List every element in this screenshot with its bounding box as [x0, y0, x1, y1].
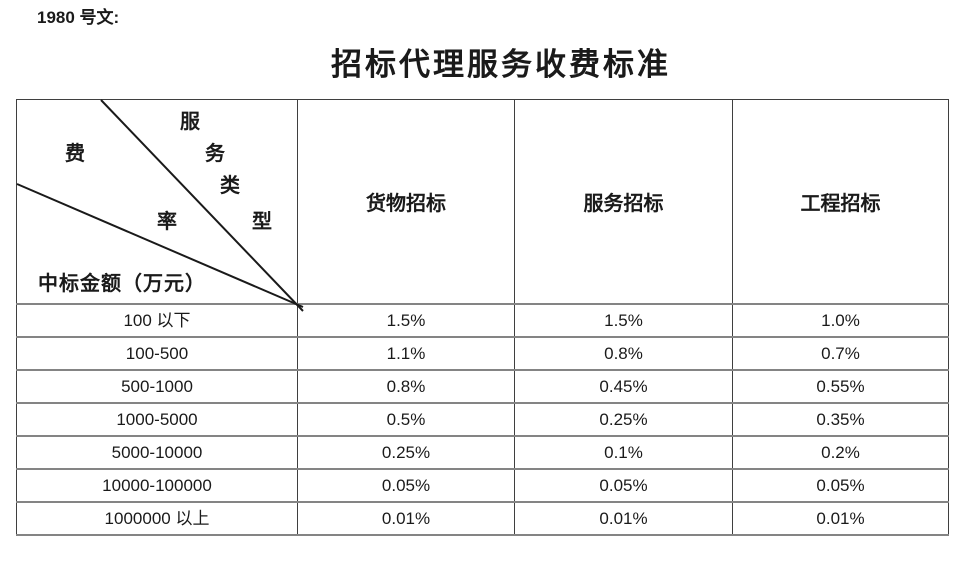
- rate-cell: 0.35%: [732, 401, 949, 437]
- corner-service-type-char: 类: [220, 175, 240, 197]
- diagonal-lines: [16, 99, 304, 312]
- corner-service-type-char: 务: [205, 143, 225, 165]
- rate-cell: 1.5%: [514, 302, 733, 338]
- amount-range-cell: 100 以下: [16, 302, 298, 338]
- rate-cell: 0.2%: [732, 434, 949, 470]
- rate-cell: 0.01%: [732, 500, 949, 536]
- table-row: 10000-100000 0.05% 0.05% 0.05%: [16, 467, 949, 503]
- rate-cell: 0.25%: [514, 401, 733, 437]
- rate-cell: 0.05%: [297, 467, 515, 503]
- amount-range-cell: 100-500: [16, 335, 298, 371]
- rate-cell: 0.05%: [732, 467, 949, 503]
- corner-header-cell: 服 务 类 型 费 率 中标金额（万元）: [16, 99, 304, 312]
- rate-cell: 0.1%: [514, 434, 733, 470]
- column-header-service-bidding: 服务招标: [514, 99, 733, 305]
- amount-range-cell: 5000-10000: [16, 434, 298, 470]
- page-title: 招标代理服务收费标准: [331, 47, 671, 82]
- rate-cell: 0.7%: [732, 335, 949, 371]
- corner-amount-label: 中标金额（万元）: [38, 273, 206, 295]
- rate-cell: 0.25%: [297, 434, 515, 470]
- rate-cell: 1.0%: [732, 302, 949, 338]
- rate-cell: 0.01%: [297, 500, 515, 536]
- rate-cell: 0.01%: [514, 500, 733, 536]
- rate-cell: 0.05%: [514, 467, 733, 503]
- table-row: 5000-10000 0.25% 0.1% 0.2%: [16, 434, 949, 470]
- corner-fee-char: 费: [65, 143, 85, 165]
- amount-range-cell: 1000000 以上: [16, 500, 298, 536]
- corner-service-type-char: 服: [180, 111, 200, 133]
- table-row: 500-1000 0.8% 0.45% 0.55%: [16, 368, 949, 404]
- table-row: 1000000 以上 0.01% 0.01% 0.01%: [16, 500, 949, 536]
- rate-cell: 0.5%: [297, 401, 515, 437]
- fee-standard-table: 服 务 类 型 费 率 中标金额（万元） 货物招标 服务招标 工程招标 100 …: [16, 99, 949, 536]
- table-row: 100 以下 1.5% 1.5% 1.0%: [16, 302, 949, 338]
- rate-cell: 1.5%: [297, 302, 515, 338]
- rate-cell: 0.8%: [514, 335, 733, 371]
- amount-range-cell: 10000-100000: [16, 467, 298, 503]
- document-page: 1980 号文: 招标代理服务收费标准 服 务 类 型 费: [16, 8, 949, 536]
- rate-cell: 0.8%: [297, 368, 515, 404]
- table-row: 100-500 1.1% 0.8% 0.7%: [16, 335, 949, 371]
- rate-cell: 0.55%: [732, 368, 949, 404]
- doc-number: 1980 号文:: [37, 8, 120, 27]
- corner-service-type-char: 型: [252, 211, 272, 233]
- amount-range-cell: 500-1000: [16, 368, 298, 404]
- rate-cell: 1.1%: [297, 335, 515, 371]
- column-header-project-bidding: 工程招标: [732, 99, 949, 305]
- rate-cell: 0.45%: [514, 368, 733, 404]
- table-row: 1000-5000 0.5% 0.25% 0.35%: [16, 401, 949, 437]
- corner-rate-char: 率: [157, 211, 177, 233]
- amount-range-cell: 1000-5000: [16, 401, 298, 437]
- header-row: 服 务 类 型 费 率 中标金额（万元） 货物招标 服务招标 工程招标: [16, 99, 949, 312]
- column-header-goods-bidding: 货物招标: [297, 99, 515, 305]
